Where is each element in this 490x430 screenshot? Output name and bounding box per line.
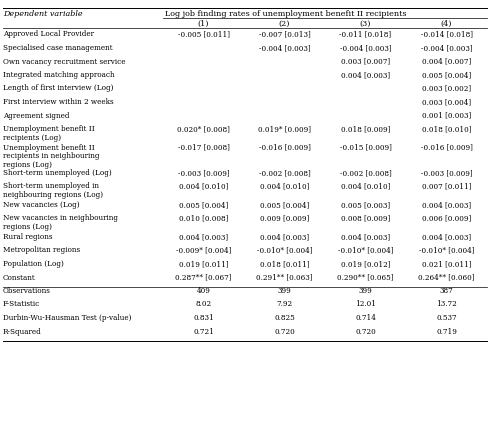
Text: 0.019 [0.012]: 0.019 [0.012] [341,260,390,268]
Text: Dependent variable: Dependent variable [3,10,83,18]
Text: Unemployment benefit II
recipients (Log): Unemployment benefit II recipients (Log) [3,125,95,142]
Text: 0.005 [0.004]: 0.005 [0.004] [422,71,471,79]
Text: 0.007 [0.011]: 0.007 [0.011] [422,182,471,190]
Text: Short-term unemployed (Log): Short-term unemployed (Log) [3,169,112,177]
Text: 0.003 [0.007]: 0.003 [0.007] [341,58,390,65]
Text: Agreement signed: Agreement signed [3,111,70,120]
Text: Approved Local Provider: Approved Local Provider [3,31,94,39]
Text: 0.004 [0.003]: 0.004 [0.003] [341,71,390,79]
Text: 0.004 [0.010]: 0.004 [0.010] [179,182,228,190]
Text: -0.007 [0.013]: -0.007 [0.013] [259,31,310,39]
Text: 0.290** [0.065]: 0.290** [0.065] [337,273,394,282]
Text: 0.010 [0.008]: 0.010 [0.008] [179,215,228,222]
Text: 0.005 [0.004]: 0.005 [0.004] [179,201,228,209]
Text: 0.001 [0.003]: 0.001 [0.003] [422,111,471,120]
Text: -0.017 [0.008]: -0.017 [0.008] [177,144,229,151]
Text: Durbin-Wu-Hausman Test (p-value): Durbin-Wu-Hausman Test (p-value) [3,314,131,322]
Text: 0.018 [0.010]: 0.018 [0.010] [422,125,471,133]
Text: -0.016 [0.009]: -0.016 [0.009] [259,144,311,151]
Text: 0.287** [0.067]: 0.287** [0.067] [175,273,232,282]
Text: 0.537: 0.537 [436,314,457,322]
Text: 0.721: 0.721 [193,328,214,335]
Text: Log job finding rates of unemployment benefit II recipients: Log job finding rates of unemployment be… [165,10,407,18]
Text: 0.006 [0.009]: 0.006 [0.009] [422,215,471,222]
Text: -0.004 [0.003]: -0.004 [0.003] [340,44,392,52]
Text: Length of first interview (Log): Length of first interview (Log) [3,85,114,92]
Text: -0.004 [0.003]: -0.004 [0.003] [421,44,472,52]
Text: 387: 387 [440,287,453,295]
Text: 0.003 [0.004]: 0.003 [0.004] [422,98,471,106]
Text: -0.015 [0.009]: -0.015 [0.009] [340,144,392,151]
Text: 0.018 [0.011]: 0.018 [0.011] [260,260,309,268]
Text: R-Squared: R-Squared [3,328,42,335]
Text: 13.72: 13.72 [436,301,457,308]
Text: 0.005 [0.003]: 0.005 [0.003] [341,201,390,209]
Text: 0.004 [0.003]: 0.004 [0.003] [341,233,390,241]
Text: -0.016 [0.009]: -0.016 [0.009] [420,144,472,151]
Text: 12.01: 12.01 [355,301,376,308]
Text: 0.825: 0.825 [274,314,295,322]
Text: -0.011 [0.018]: -0.011 [0.018] [340,31,392,39]
Text: -0.004 [0.003]: -0.004 [0.003] [259,44,310,52]
Text: Own vacancy recruitment service: Own vacancy recruitment service [3,58,125,65]
Text: 0.008 [0.009]: 0.008 [0.009] [341,215,390,222]
Text: -0.010* [0.004]: -0.010* [0.004] [338,246,393,255]
Text: 0.004 [0.003]: 0.004 [0.003] [422,233,471,241]
Text: Integrated matching approach: Integrated matching approach [3,71,115,79]
Text: (3): (3) [360,20,371,28]
Text: First interview within 2 weeks: First interview within 2 weeks [3,98,114,106]
Text: Observations: Observations [3,287,51,295]
Text: 0.018 [0.009]: 0.018 [0.009] [341,125,390,133]
Text: Specialised case management: Specialised case management [3,44,113,52]
Text: 0.004 [0.010]: 0.004 [0.010] [260,182,309,190]
Text: -0.010* [0.004]: -0.010* [0.004] [257,246,312,255]
Text: -0.002 [0.008]: -0.002 [0.008] [259,169,310,177]
Text: -0.005 [0.011]: -0.005 [0.011] [177,31,229,39]
Text: -0.010* [0.004]: -0.010* [0.004] [419,246,474,255]
Text: Rural regions: Rural regions [3,233,52,241]
Text: 0.720: 0.720 [274,328,295,335]
Text: 0.019 [0.011]: 0.019 [0.011] [179,260,228,268]
Text: 0.714: 0.714 [355,314,376,322]
Text: 0.720: 0.720 [355,328,376,335]
Text: 399: 399 [278,287,292,295]
Text: 0.291** [0.063]: 0.291** [0.063] [256,273,313,282]
Text: (1): (1) [198,20,209,28]
Text: Metropolitan regions: Metropolitan regions [3,246,80,255]
Text: Unemployment benefit II
recipients in neighbouring
regions (Log): Unemployment benefit II recipients in ne… [3,144,99,169]
Text: 0.021 [0.011]: 0.021 [0.011] [422,260,471,268]
Text: -0.003 [0.009]: -0.003 [0.009] [421,169,472,177]
Text: (2): (2) [279,20,290,28]
Text: -0.003 [0.009]: -0.003 [0.009] [178,169,229,177]
Text: 0.003 [0.002]: 0.003 [0.002] [422,85,471,92]
Text: -0.014 [0.018]: -0.014 [0.018] [420,31,472,39]
Text: 0.004 [0.007]: 0.004 [0.007] [422,58,471,65]
Text: F-Statistic: F-Statistic [3,301,40,308]
Text: 0.009 [0.009]: 0.009 [0.009] [260,215,309,222]
Text: 0.264** [0.060]: 0.264** [0.060] [418,273,475,282]
Text: 0.019* [0.009]: 0.019* [0.009] [258,125,311,133]
Text: Short-term unemployed in
neighbouring regions (Log): Short-term unemployed in neighbouring re… [3,182,103,200]
Text: 8.02: 8.02 [196,301,212,308]
Text: (4): (4) [441,20,452,28]
Text: 0.005 [0.004]: 0.005 [0.004] [260,201,309,209]
Text: 0.004 [0.003]: 0.004 [0.003] [260,233,309,241]
Text: Constant: Constant [3,273,36,282]
Text: 0.831: 0.831 [193,314,214,322]
Text: 0.004 [0.003]: 0.004 [0.003] [422,201,471,209]
Text: 0.020* [0.008]: 0.020* [0.008] [177,125,230,133]
Text: -0.002 [0.008]: -0.002 [0.008] [340,169,392,177]
Text: Population (Log): Population (Log) [3,260,64,268]
Text: 7.92: 7.92 [276,301,293,308]
Text: 0.004 [0.010]: 0.004 [0.010] [341,182,390,190]
Text: -0.009* [0.004]: -0.009* [0.004] [176,246,231,255]
Text: 409: 409 [196,287,210,295]
Text: New vacancies (Log): New vacancies (Log) [3,201,79,209]
Text: 399: 399 [359,287,372,295]
Text: 0.004 [0.003]: 0.004 [0.003] [179,233,228,241]
Text: New vacancies in neighbouring
regions (Log): New vacancies in neighbouring regions (L… [3,215,118,231]
Text: 0.719: 0.719 [436,328,457,335]
